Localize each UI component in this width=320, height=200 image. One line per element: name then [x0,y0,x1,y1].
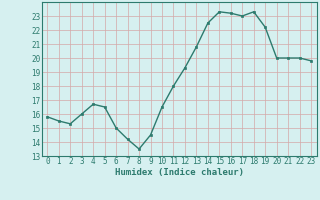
X-axis label: Humidex (Indice chaleur): Humidex (Indice chaleur) [115,168,244,177]
